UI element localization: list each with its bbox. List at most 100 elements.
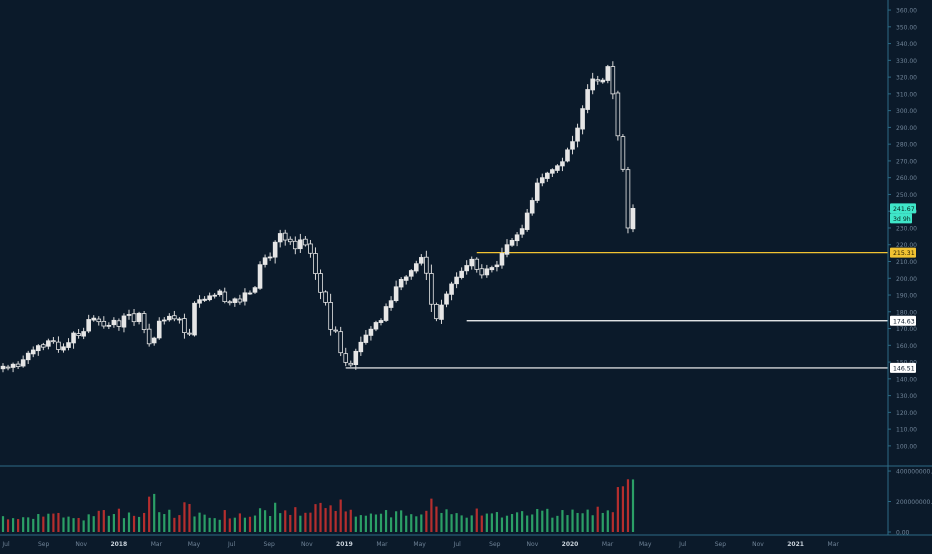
candle-body-up — [408, 270, 414, 277]
candle — [565, 147, 570, 163]
volume-bar — [269, 516, 272, 532]
volume-bar — [304, 512, 307, 532]
volume-bar — [561, 510, 564, 532]
candle — [313, 247, 318, 280]
candle-body-up — [449, 283, 454, 295]
volume-bar — [369, 513, 373, 532]
time-tick-label: Sep — [264, 541, 276, 548]
volume-bar — [37, 514, 40, 532]
volume-bar — [510, 514, 514, 532]
volume-bar — [92, 516, 95, 532]
volume-bar — [384, 510, 388, 532]
volume-bar — [334, 510, 337, 532]
candle-body-up — [242, 292, 248, 302]
candle — [408, 269, 414, 280]
price-tick-label: 330.00 — [896, 58, 917, 65]
candle-body-down — [141, 313, 147, 330]
candle-body-up — [167, 315, 172, 321]
candle — [172, 310, 177, 322]
volume-bar — [410, 514, 413, 532]
candle-body-up — [413, 263, 419, 272]
price-tick-label: 310.00 — [896, 91, 917, 98]
candle-body-down — [620, 136, 626, 170]
candle — [353, 348, 359, 370]
candle-body-down — [343, 353, 349, 363]
candle-body-up — [111, 319, 117, 326]
volume-bar — [52, 513, 55, 532]
volume-bar — [67, 516, 70, 532]
candle-body-up — [514, 234, 520, 242]
candle-body-down — [293, 240, 298, 250]
volume-bar — [82, 520, 85, 532]
volume-bar — [112, 514, 115, 532]
candle-body-up — [151, 337, 157, 344]
time-tick-label: Mar — [828, 541, 840, 548]
candle-body-up — [484, 268, 490, 276]
volume-bar — [258, 508, 262, 532]
candle-body-up — [378, 320, 384, 323]
time-tick-label: Jul — [453, 541, 462, 548]
level-tag-yellow: 215.31 — [890, 247, 916, 258]
candle-body-up — [91, 317, 97, 321]
candle-body-up — [46, 340, 51, 347]
candle-body-up — [388, 300, 394, 308]
candle — [318, 269, 323, 300]
last-price-tag: 241.67 — [890, 203, 916, 214]
candle — [51, 337, 56, 344]
candle-body-up — [555, 165, 560, 171]
candle — [227, 300, 233, 306]
volume-bar — [626, 479, 630, 532]
candle-body-up — [267, 256, 273, 259]
candle-body-up — [469, 258, 475, 267]
candle-body-down — [333, 329, 338, 332]
volume-bar — [32, 518, 35, 532]
candle — [580, 105, 585, 135]
candle-body-down — [424, 256, 429, 274]
candle — [207, 292, 212, 302]
candle-body-up — [494, 264, 500, 268]
candle — [333, 326, 338, 333]
level-tag-white: 174.63 — [890, 315, 916, 326]
candle — [66, 338, 71, 351]
volume-bar — [284, 510, 287, 532]
volume-bar — [450, 514, 453, 532]
candle-body-up — [464, 265, 469, 272]
candle-body-up — [298, 239, 303, 250]
candle — [444, 291, 449, 308]
candle — [514, 232, 520, 247]
candle-body-down — [116, 320, 122, 327]
volume-bar — [57, 512, 60, 532]
level-tag-white-bg — [890, 315, 916, 326]
volume-bar — [42, 516, 45, 532]
volume-bar — [198, 512, 201, 532]
candle — [111, 317, 117, 328]
volume-bar — [576, 512, 579, 532]
volume-bar — [223, 510, 226, 532]
volume-bar — [117, 508, 121, 532]
time-tick-label: May — [413, 541, 426, 548]
candle — [570, 135, 575, 155]
candle-body-down — [323, 291, 328, 303]
candle-body-down — [56, 341, 61, 350]
volume-bar — [47, 513, 50, 532]
volume-bar — [546, 508, 549, 532]
candle-body-up — [550, 169, 555, 174]
candle — [459, 267, 464, 280]
volume-bar — [405, 515, 408, 532]
candle-body-down — [237, 298, 243, 303]
volume-bar — [233, 517, 236, 532]
candle — [449, 281, 454, 301]
volume-bar — [173, 517, 176, 532]
volume-bar — [586, 509, 589, 532]
candle-body-up — [30, 349, 36, 355]
candle — [192, 301, 197, 337]
candle-body-down — [328, 302, 333, 330]
candle — [56, 336, 61, 353]
price-candles — [0, 61, 636, 373]
candle-body-up — [605, 66, 611, 81]
price-tick-label: 250.00 — [896, 192, 917, 199]
candle — [252, 285, 258, 294]
price-tick-label: 280.00 — [896, 142, 917, 149]
candle — [161, 317, 167, 325]
